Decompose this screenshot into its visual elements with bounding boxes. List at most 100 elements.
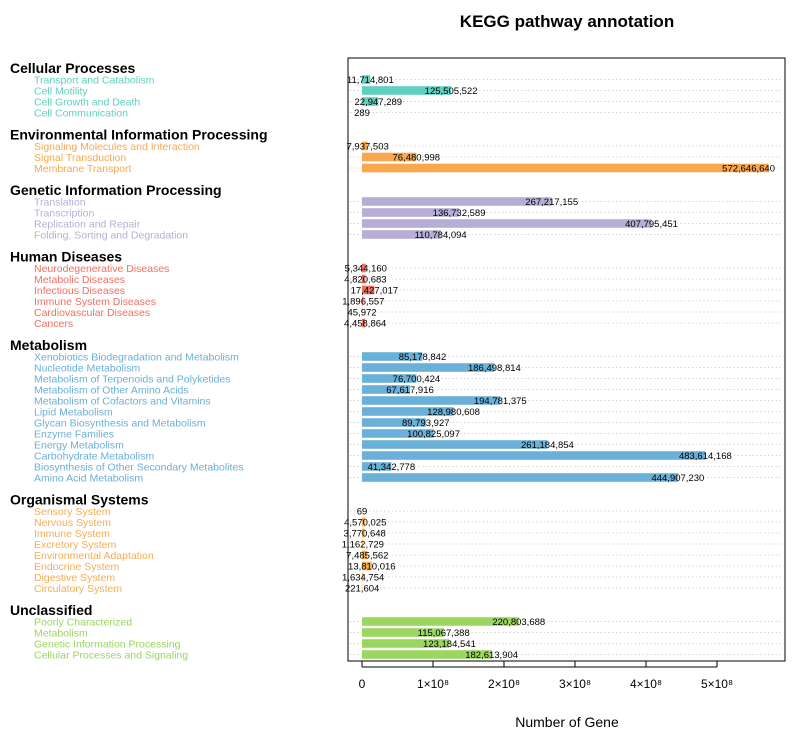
pathway-label: Excretory System (34, 539, 117, 551)
bar (362, 517, 366, 527)
data-label: 89,793,927 (402, 418, 450, 429)
category-title: Genetic Information Processing (10, 182, 222, 198)
data-label: 4,458,864 (344, 318, 386, 329)
pathway-label: Carbohydrate Metabolism (34, 450, 154, 462)
bar (362, 418, 426, 427)
pathway-label: Genetic Information Processing (34, 638, 181, 650)
data-label: 67,617,916 (386, 385, 434, 396)
bar (362, 285, 375, 295)
bar (362, 628, 444, 637)
bar (362, 296, 364, 306)
data-label: 123,184,541 (423, 639, 476, 650)
pathway-label: Digestive System (34, 572, 115, 584)
data-label: 1,634,754 (342, 572, 384, 583)
pathway-label: Nervous System (34, 517, 111, 529)
pathway-label: Lipid Metabolism (34, 406, 113, 418)
data-label: 7,485,562 (346, 550, 388, 561)
bar (362, 528, 365, 538)
bar (362, 219, 652, 228)
pathway-label: Membrane Transport (34, 163, 132, 175)
data-label: 136,732,589 (433, 208, 486, 219)
pathway-label: Cellular Processes and Signaling (34, 649, 188, 661)
pathway-label: Amino Acid Metabolism (34, 472, 143, 484)
category-title: Environmental Information Processing (10, 127, 268, 143)
x-tick-label: 2×10⁸ (488, 677, 520, 691)
pathway-label: Metabolism of Terpenoids and Polyketides (34, 373, 231, 385)
x-tick-label: 3×10⁸ (559, 677, 591, 691)
bar (362, 363, 495, 372)
pathway-label: Cell Growth and Death (34, 96, 140, 108)
data-label: 194,781,375 (474, 396, 527, 407)
bar (362, 385, 411, 394)
data-label: 22,947,289 (355, 97, 403, 108)
data-label: 261,184,854 (521, 440, 574, 451)
data-label: 4,570,025 (344, 517, 386, 528)
bar (362, 462, 392, 471)
data-label: 100,825,097 (407, 429, 460, 440)
bar (362, 75, 371, 84)
data-label: 289 (354, 108, 370, 119)
bar (362, 274, 366, 284)
data-label: 182,613,904 (465, 650, 518, 661)
data-label: 13,810,016 (348, 561, 396, 572)
pathway-label: Immune System (34, 528, 110, 540)
bar (362, 550, 368, 560)
x-axis-title: Number of Gene (515, 714, 619, 730)
data-label: 45,972 (348, 307, 377, 318)
pathway-label: Enzyme Families (34, 428, 114, 440)
bar (362, 97, 379, 106)
pathway-label: Environmental Adaptation (34, 550, 154, 562)
category-title: Human Diseases (10, 249, 122, 265)
pathway-label: Metabolism of Other Amino Acids (34, 384, 189, 396)
category-title: Unclassified (10, 602, 92, 618)
x-tick-label: 4×10⁸ (630, 677, 662, 691)
data-label: 125,505,522 (425, 86, 478, 97)
data-label: 4,820,683 (344, 274, 386, 285)
bar (362, 561, 372, 571)
data-label: 572,646,640 (722, 163, 775, 174)
pathway-label: Sensory System (34, 506, 111, 518)
pathway-label: Energy Metabolism (34, 439, 124, 451)
pathway-label: Circulatory System (34, 583, 122, 595)
pathway-label: Transport and Catabolism (34, 74, 155, 86)
data-label: 17,427,017 (351, 285, 399, 296)
data-label: 483,614,168 (679, 451, 732, 462)
pathway-label: Metabolism of Cofactors and Vitamins (34, 395, 211, 407)
x-tick-label: 1×10⁸ (417, 677, 449, 691)
data-label: 186,498,814 (468, 363, 521, 374)
bar (362, 650, 492, 659)
pathway-label: Nucleotide Metabolism (34, 362, 140, 374)
category-title: Cellular Processes (10, 60, 136, 76)
x-tick-label: 0 (359, 677, 366, 691)
data-label: 444,907,230 (651, 473, 704, 484)
pathway-label: Cell Communication (34, 107, 128, 119)
data-label: 267,217,155 (525, 197, 578, 208)
bar (362, 208, 460, 217)
bar (362, 352, 423, 361)
pathway-label: Cell Motility (34, 85, 88, 97)
data-label: 1,896,557 (342, 296, 384, 307)
bar (362, 263, 366, 273)
data-label: 5,344,160 (345, 263, 387, 274)
bar (362, 572, 364, 582)
pathway-label: Poorly Characterized (34, 616, 132, 628)
bar (362, 539, 363, 549)
pathway-label: Signaling Molecules and Interaction (34, 141, 200, 153)
pathway-label: Transcription (34, 207, 94, 219)
pathway-label: Immune System Diseases (34, 296, 156, 308)
bar (362, 152, 417, 162)
bar (362, 318, 366, 328)
pathway-label: Replication and Repair (34, 218, 141, 230)
bar (362, 429, 434, 438)
x-tick-label: 5×10⁸ (701, 677, 733, 691)
bar (362, 396, 501, 405)
plot-frame (347, 57, 786, 662)
pathway-label: Translation (34, 196, 86, 208)
pathway-label: Neurodegenerative Diseases (34, 263, 169, 275)
pathway-label: Cancers (34, 318, 73, 330)
pathway-label: Folding, Sorting and Degradation (34, 229, 188, 241)
bar (362, 197, 552, 206)
data-label: 115,067,388 (418, 628, 470, 639)
